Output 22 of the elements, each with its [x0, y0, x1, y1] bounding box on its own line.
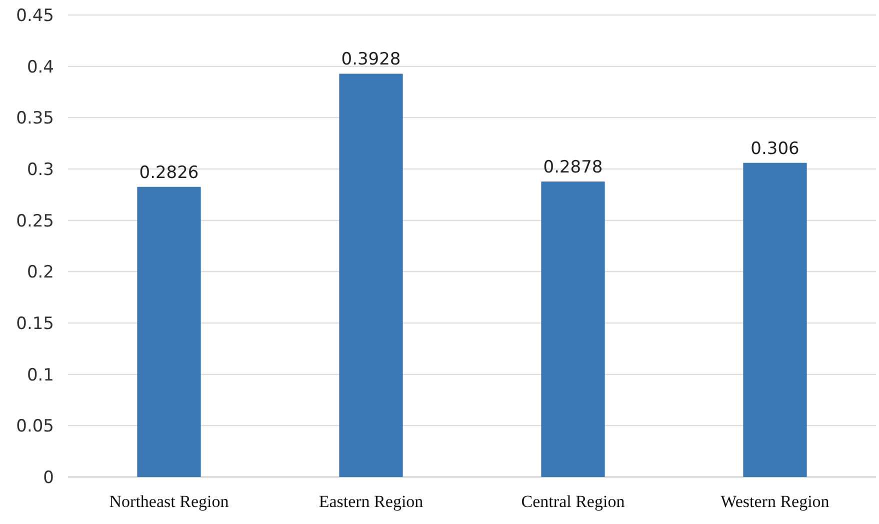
y-tick-label: 0.15 — [16, 314, 54, 334]
y-tick-label: 0.45 — [16, 6, 54, 26]
x-tick-label: Eastern Region — [318, 492, 424, 511]
y-tick-label: 0.3 — [26, 160, 54, 180]
data-label: 0.3928 — [341, 50, 401, 70]
bar — [339, 74, 403, 477]
y-tick-label: 0.2 — [26, 262, 54, 283]
y-tick-label: 0.05 — [16, 416, 54, 437]
data-label: 0.2826 — [139, 162, 199, 183]
bar — [137, 186, 201, 477]
y-tick-label: 0.1 — [26, 365, 54, 386]
y-tick-label: 0.25 — [16, 211, 54, 232]
y-tick-label: 0.4 — [26, 57, 54, 78]
data-label: 0.306 — [750, 138, 800, 159]
bar — [541, 182, 605, 477]
y-tick-label: 0.35 — [16, 108, 54, 129]
x-tick-label: Western Region — [720, 492, 830, 511]
bar — [743, 162, 807, 477]
x-tick-label: Central Region — [521, 492, 626, 511]
y-tick-label: 0 — [43, 468, 54, 488]
x-tick-label: Northeast Region — [109, 492, 230, 511]
data-label: 0.2878 — [543, 158, 603, 178]
